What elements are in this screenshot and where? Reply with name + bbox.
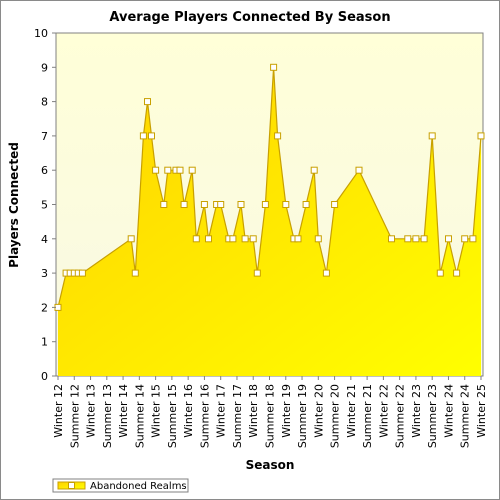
data-point	[412, 235, 420, 243]
x-tick-label: Winter 20	[312, 384, 325, 438]
x-tick-label: Summer 12	[68, 384, 81, 448]
data-point	[237, 201, 245, 208]
series-line	[57, 67, 482, 308]
legend-box	[52, 478, 189, 493]
x-tick-label: Summer 17	[231, 384, 244, 448]
x-tick-label: Winter 21	[345, 384, 358, 438]
data-point	[428, 132, 436, 140]
x-tick-label: Summer 14	[133, 384, 146, 448]
legend-label: Abandoned Realms	[90, 481, 187, 492]
data-point	[436, 269, 444, 277]
data-point	[355, 166, 363, 174]
data-point	[314, 235, 322, 243]
data-point	[160, 201, 168, 208]
y-axis-title: Players Connected	[7, 142, 21, 268]
x-tick-label: Winter 18	[247, 384, 260, 438]
y-tick-label: 9	[41, 61, 48, 74]
x-tick-label: Winter 17	[215, 384, 228, 438]
x-tick-label: Winter 12	[52, 384, 65, 438]
data-point	[127, 235, 135, 243]
y-tick-label: 2	[41, 301, 48, 314]
y-tick-label: 7	[41, 130, 48, 143]
data-point	[388, 235, 395, 243]
data-point	[274, 132, 282, 140]
legend-marker	[68, 482, 75, 489]
x-axis-title: Season	[246, 458, 295, 472]
y-tick-label: 10	[34, 27, 48, 40]
legend: Abandoned Realms	[52, 478, 189, 493]
data-point	[404, 235, 412, 243]
x-tick-label: Summer 18	[264, 384, 277, 448]
data-point	[249, 235, 257, 243]
series-area	[58, 67, 481, 377]
data-point	[200, 201, 208, 208]
data-point	[331, 201, 339, 208]
data-point	[469, 235, 477, 243]
data-point	[164, 166, 172, 174]
x-tick-label: Summer 24	[459, 384, 472, 448]
data-point	[261, 201, 269, 208]
data-point	[445, 235, 452, 243]
data-point	[477, 132, 485, 140]
x-tick-label: Summer 23	[426, 384, 439, 448]
x-tick-label: Summer 20	[329, 384, 342, 448]
data-point	[453, 269, 461, 277]
x-tick-label: Winter 22	[377, 384, 390, 438]
x-tick-label: Summer 16	[198, 384, 211, 448]
data-point	[420, 235, 428, 243]
data-point	[131, 269, 139, 277]
data-point	[176, 166, 184, 174]
x-tick-label: Winter 16	[182, 384, 195, 438]
data-point	[253, 269, 261, 277]
data-point	[148, 132, 155, 140]
chart-title: Average Players Connected By Season	[109, 10, 390, 25]
x-tick-label: Winter 23	[410, 384, 423, 438]
x-tick-label: Winter 14	[117, 384, 130, 438]
x-tick-label: Summer 21	[361, 384, 374, 448]
data-point	[229, 235, 237, 243]
data-point	[310, 166, 318, 174]
y-tick-label: 4	[41, 233, 48, 246]
y-tick-label: 6	[41, 164, 48, 177]
data-point	[152, 166, 160, 174]
data-point	[192, 235, 200, 243]
data-point	[322, 269, 330, 277]
data-point	[144, 98, 151, 106]
y-tick-label: 1	[41, 336, 48, 349]
data-point	[294, 235, 302, 243]
data-point	[217, 201, 225, 208]
x-tick-label: Summer 13	[101, 384, 114, 448]
data-point	[180, 201, 188, 208]
x-tick-label: Winter 25	[475, 384, 488, 438]
data-point	[188, 166, 196, 174]
x-tick-label: Winter 13	[85, 384, 98, 438]
data-point	[461, 235, 469, 243]
data-point	[282, 201, 290, 208]
data-point	[270, 63, 278, 71]
x-tick-label: Summer 22	[394, 384, 407, 448]
y-tick-label: 3	[41, 267, 48, 280]
x-tick-label: Winter 24	[442, 384, 455, 438]
data-point	[139, 132, 147, 140]
y-tick-label: 5	[41, 199, 48, 212]
data-point	[302, 201, 310, 208]
data-point	[78, 269, 86, 277]
data-point	[205, 235, 212, 243]
x-tick-label: Summer 15	[166, 384, 179, 448]
x-tick-label: Winter 19	[280, 384, 293, 438]
x-tick-label: Winter 15	[150, 384, 163, 438]
y-tick-label: 0	[41, 370, 48, 383]
data-point	[241, 235, 249, 243]
y-tick-label: 8	[41, 96, 48, 109]
x-tick-label: Summer 19	[296, 384, 309, 448]
